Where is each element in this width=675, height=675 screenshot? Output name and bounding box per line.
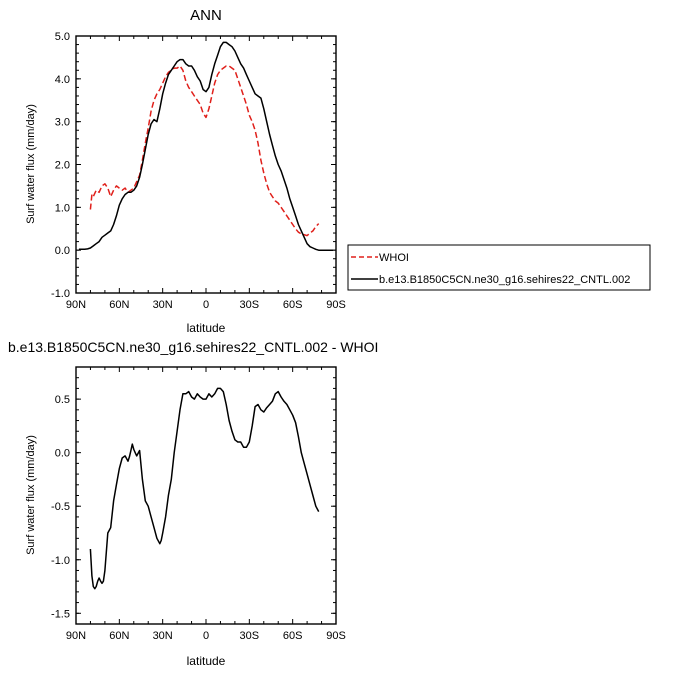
top-y-tick-label: 4.0 xyxy=(55,74,70,86)
top-axes: 90N 60N 30N 0 30S 60S 90S -1.0 0.0 1.0 2.0 3.0 4.0 5.… xyxy=(51,31,346,311)
legend-label-model: b.e13.B1850C5CN.ne30_g16.sehires22_CNTL.… xyxy=(379,274,630,286)
top-x-tick-label: 30S xyxy=(240,299,260,311)
top-series-line-1 xyxy=(78,41,334,251)
bottom-x-tick-label: 60S xyxy=(283,630,303,642)
bottom-y-tick-label: -1.0 xyxy=(51,555,70,567)
legend-label-whoi: WHOI xyxy=(379,252,409,264)
bottom-x-tick-label: 90S xyxy=(326,630,346,642)
bottom-y-tick-label: 0.0 xyxy=(55,448,70,460)
bottom-x-axis-label: latitude xyxy=(187,654,226,668)
top-y-tick-label: 2.0 xyxy=(55,160,70,172)
top-y-tick-label: 5.0 xyxy=(55,31,70,43)
bottom-y-axis-label: Surf water flux (mm/day) xyxy=(25,435,37,555)
top-x-axis-label: latitude xyxy=(187,321,226,335)
top-series-line-0 xyxy=(89,65,320,237)
bottom-axes: 90N 60N 30N 0 30S 60S 90S -1.5 -1.0 -0.5 0.0 0.5 xyxy=(51,366,346,642)
top-x-tick-label: 30N xyxy=(153,299,173,311)
top-x-tick-label: 90N xyxy=(66,299,86,311)
top-y-tick-label: 0.0 xyxy=(55,245,70,257)
bottom-x-tick-label: 60N xyxy=(109,630,129,642)
top-plot-frame xyxy=(75,35,337,294)
legend: WHOI b.e13.B1850C5CN.ne30_g16.sehires22_… xyxy=(347,244,651,291)
bottom-series-layer xyxy=(89,387,320,590)
top-y-tick-label: -1.0 xyxy=(51,288,70,300)
bottom-x-tick-label: 0 xyxy=(203,630,209,642)
top-series-layer xyxy=(78,41,334,251)
top-y-tick-label: 3.0 xyxy=(55,117,70,129)
top-y-tick-label: 1.0 xyxy=(55,202,70,214)
bottom-x-tick-label: 30N xyxy=(153,630,173,642)
bottom-x-tick-label: 30S xyxy=(240,630,260,642)
bottom-series-line-0 xyxy=(89,387,320,590)
diff-chart-title: b.e13.B1850C5CN.ne30_g16.sehires22_CNTL.… xyxy=(8,339,378,355)
bottom-y-tick-label: -0.5 xyxy=(51,501,70,513)
legend-box xyxy=(347,244,651,291)
top-x-tick-label: 90S xyxy=(326,299,346,311)
bottom-y-tick-label: -1.5 xyxy=(51,608,70,620)
top-x-tick-label: 60N xyxy=(109,299,129,311)
top-x-tick-label: 60S xyxy=(283,299,303,311)
bottom-x-tick-label: 90N xyxy=(66,630,86,642)
top-x-tick-label: 0 xyxy=(203,299,209,311)
bottom-y-tick-label: 0.5 xyxy=(55,394,70,406)
chart-title: ANN xyxy=(190,7,222,24)
top-y-axis-label: Surf water flux (mm/day) xyxy=(25,104,37,224)
